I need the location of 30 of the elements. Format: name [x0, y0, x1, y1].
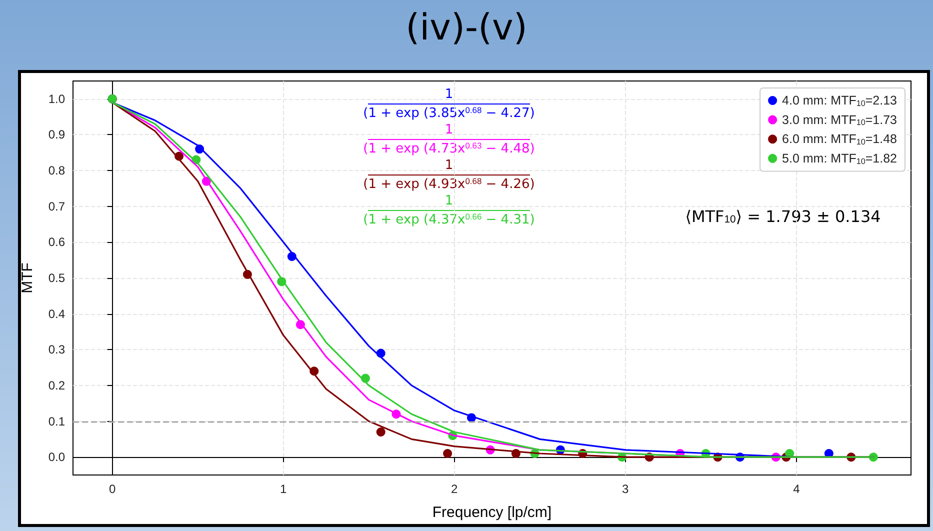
x-tick-label: 3 [622, 482, 630, 496]
y-tick-label: 0.7 [48, 199, 66, 214]
y-tick-label: 0.9 [48, 128, 66, 142]
y-tick-label: 0.4 [48, 306, 66, 321]
y-tick-label: 0.3 [48, 342, 66, 357]
y-tick-label: 0.1 [48, 414, 66, 428]
y-tick-label: 0.0 [48, 450, 66, 464]
x-tick-label: 2 [451, 482, 458, 496]
x-axis-title: Frequency [lp/cm] [432, 504, 552, 521]
y-tick-label: 0.6 [48, 235, 66, 250]
annotation: 1 [444, 194, 454, 208]
x-tick-label: 4 [793, 482, 800, 496]
x-tick-label: 0 [108, 482, 116, 496]
chart-title: (iv)-(v) [406, 8, 528, 48]
y-axis-title: MTF [19, 262, 36, 294]
y-tick-label: 0.8 [48, 164, 66, 178]
annotation: 1 [444, 87, 454, 102]
point [443, 449, 452, 458]
point [376, 428, 386, 437]
legend-label: 3.0 mm: MTF10=1.73 [782, 112, 898, 128]
legend-label: 6.0 mm: MTF10=1.48 [782, 132, 898, 146]
x-tick-label: 1 [280, 482, 288, 496]
legend-label: 4.0 mm: MTF10=2.13 [782, 94, 898, 108]
legend-label: 5.0 mm: MTF10=1.82 [782, 151, 898, 166]
annotation: 1 [444, 122, 454, 138]
y-tick-label: 1.0 [48, 92, 66, 106]
annotation: 1 [444, 158, 454, 173]
y-tick-label: 0.5 [48, 271, 66, 285]
y-tick-label: 0.2 [48, 378, 66, 392]
annotation: ⟨MTF10⟩ = 1.793 ± 0.134 [685, 207, 881, 226]
